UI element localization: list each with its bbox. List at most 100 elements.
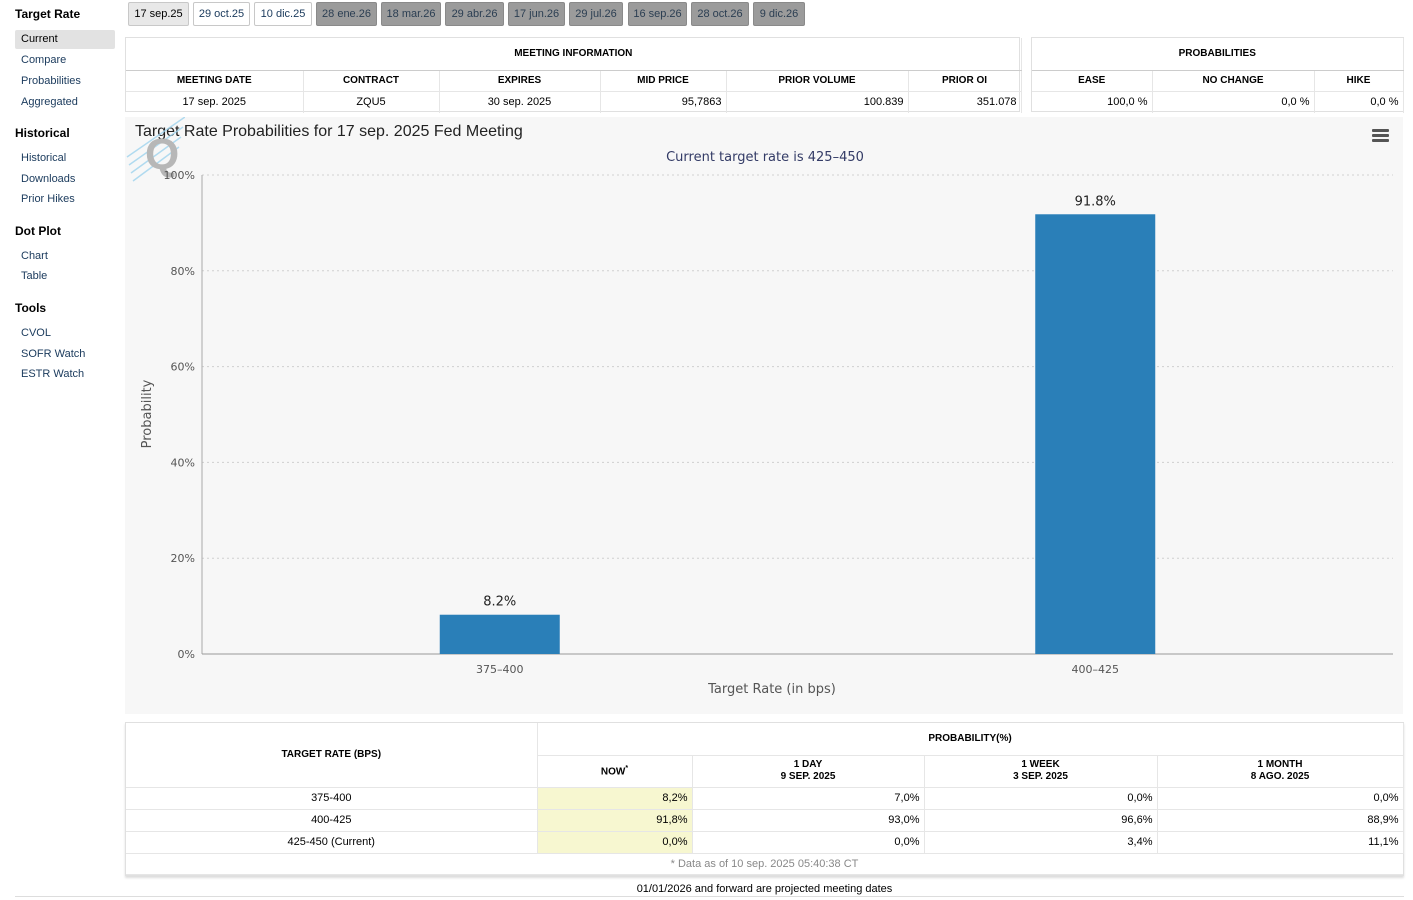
tab-meeting-18-mar-26[interactable]: 18 mar.26	[381, 2, 441, 26]
now-cell: 8,2%	[537, 787, 693, 810]
probability-group-header: PROBABILITY(%)	[537, 723, 1404, 756]
tab-meeting-29-oct-25[interactable]: 29 oct.25	[193, 2, 250, 26]
col-1-day-label: 1 DAY	[793, 759, 823, 770]
col-expires: EXPIRES	[439, 70, 601, 92]
probability-chart: Target Rate Probabilities for 17 sep. 20…	[125, 117, 1403, 714]
sidebar-item-chart[interactable]: Chart	[21, 250, 48, 262]
sidebar-item-aggregated[interactable]: Aggregated	[21, 96, 78, 108]
one-month-cell: 0,0%	[1157, 787, 1404, 810]
sidebar-item-downloads[interactable]: Downloads	[21, 173, 76, 185]
tab-meeting-17-sep-25[interactable]: 17 sep.25	[128, 2, 189, 26]
no-change-value: 0,0 %	[1152, 91, 1315, 113]
tab-meeting-17-jun-26[interactable]: 17 jun.26	[508, 2, 565, 26]
chart-subtitle: Current target rate is 425–450	[666, 150, 864, 165]
one-day-cell: 0,0%	[692, 831, 925, 854]
tab-meeting-29-abr-26[interactable]: 29 abr.26	[445, 2, 504, 26]
meeting-date-value: 17 sep. 2025	[126, 91, 304, 113]
col-1-week-label: 1 WEEK	[1021, 759, 1060, 770]
bar-375–400	[439, 614, 560, 654]
sidebar-heading-tools: Tools	[15, 301, 47, 315]
data-timestamp-note: * Data as of 10 sep. 2025 05:40:38 CT	[126, 853, 1404, 875]
table-row: 400-425 91,8% 93,0% 96,6% 88,9%	[126, 809, 1404, 832]
col-now-footnote-mark: *	[625, 765, 629, 773]
col-target-rate-bps: TARGET RATE (BPS)	[126, 723, 538, 788]
bar-data-label: 91.8%	[1075, 194, 1116, 209]
col-ease: EASE	[1032, 70, 1153, 92]
col-1-week-date: 3 SEP. 2025	[1013, 771, 1068, 782]
tab-meeting-28-oct-26[interactable]: 28 oct.26	[691, 2, 749, 26]
col-1-day: 1 DAY 9 SEP. 2025	[692, 755, 925, 788]
one-month-cell: 11,1%	[1157, 831, 1404, 854]
sidebar-item-prior-hikes[interactable]: Prior Hikes	[21, 193, 75, 205]
probability-history-table: TARGET RATE (BPS) PROBABILITY(%) NOW* 1 …	[125, 722, 1404, 876]
probabilities-panel: PROBABILITIES EASE NO CHANGE HIKE 100,0 …	[1031, 37, 1404, 113]
x-axis-title: Target Rate (in bps)	[707, 682, 836, 697]
one-day-cell: 7,0%	[692, 787, 925, 810]
tab-meeting-16-sep-26[interactable]: 16 sep.26	[628, 2, 687, 26]
y-tick-label: 20%	[171, 552, 195, 565]
probabilities-title: PROBABILITIES	[1032, 38, 1404, 71]
sidebar-item-current[interactable]: Current	[15, 30, 115, 49]
projected-dates-note: 01/01/2026 and forward are projected mee…	[636, 883, 893, 895]
col-contract: CONTRACT	[303, 70, 440, 92]
col-no-change: NO CHANGE	[1152, 70, 1315, 92]
bar-400–425	[1035, 214, 1156, 654]
now-cell: 91,8%	[537, 809, 693, 832]
one-week-cell: 96,6%	[924, 809, 1158, 832]
sidebar-item-cvol[interactable]: CVOL	[21, 327, 51, 339]
table-row: 425-450 (Current) 0,0% 0,0% 3,4% 11,1%	[126, 831, 1404, 854]
quikstrike-logo-icon: Q	[126, 117, 185, 182]
now-cell: 0,0%	[537, 831, 693, 854]
y-tick-label: 0%	[178, 648, 195, 661]
tab-meeting-28-ene-26[interactable]: 28 ene.26	[316, 2, 377, 26]
x-tick-label: 375–400	[476, 663, 524, 676]
expires-value: 30 sep. 2025	[439, 91, 601, 113]
meeting-information-panel: MEETING INFORMATION MEETING DATE CONTRAC…	[125, 37, 1022, 113]
table-row: 375-400 8,2% 7,0% 0,0% 0,0%	[126, 787, 1404, 810]
one-week-cell: 3,4%	[924, 831, 1158, 854]
col-now-label: NOW	[600, 766, 626, 778]
one-week-cell: 0,0%	[924, 787, 1158, 810]
sidebar-item-estr-watch[interactable]: ESTR Watch	[21, 368, 85, 380]
sidebar-heading-historical: Historical	[15, 126, 70, 140]
x-tick-label: 400–425	[1072, 663, 1120, 676]
tab-meeting-29-jul-26[interactable]: 29 jul.26	[569, 2, 623, 26]
col-mid-price: MID PRICE	[600, 70, 727, 92]
tab-meeting-10-dic-25[interactable]: 10 dic.25	[254, 2, 312, 26]
y-tick-label: 80%	[171, 265, 195, 278]
prior-volume-value: 100.839	[726, 91, 909, 113]
target-rate-cell: 375-400	[126, 787, 538, 810]
target-rate-cell: 400-425	[126, 809, 538, 832]
col-now: NOW*	[537, 755, 693, 788]
tab-meeting-9-dic-26[interactable]: 9 dic.26	[753, 2, 805, 26]
one-month-cell: 88,9%	[1157, 809, 1404, 832]
sidebar-heading-dot-plot: Dot Plot	[15, 224, 61, 238]
sidebar-item-probabilities[interactable]: Probabilities	[21, 75, 81, 87]
chart-menu-icon[interactable]	[1372, 129, 1389, 143]
svg-text:Q: Q	[145, 130, 179, 179]
one-day-cell: 93,0%	[692, 809, 925, 832]
y-tick-label: 40%	[171, 456, 195, 469]
footer-divider	[15, 896, 1404, 897]
chart-title: Target Rate Probabilities for 17 sep. 20…	[135, 123, 523, 140]
mid-price-value: 95,7863	[600, 91, 727, 113]
sidebar-item-historical[interactable]: Historical	[21, 152, 67, 164]
y-tick-label: 100%	[164, 169, 195, 182]
contract-value: ZQU5	[303, 91, 440, 113]
meeting-information-title: MEETING INFORMATION	[126, 38, 1022, 71]
col-prior-oi: PRIOR OI	[908, 70, 1022, 92]
hike-value: 0,0 %	[1314, 91, 1404, 113]
target-rate-cell: 425-450 (Current)	[126, 831, 538, 854]
sidebar-item-sofr-watch[interactable]: SOFR Watch	[21, 348, 86, 360]
sidebar-item-table[interactable]: Table	[21, 270, 48, 282]
chart-plot-area: Current target rate is 425–450 0% 20% 40% 6…	[140, 150, 1393, 697]
sidebar-item-compare[interactable]: Compare	[21, 54, 67, 66]
col-1-day-date: 9 SEP. 2025	[780, 771, 836, 782]
prior-oi-value: 351.078	[908, 91, 1022, 113]
sidebar-heading-target-rate: Target Rate	[15, 7, 81, 21]
col-1-week: 1 WEEK 3 SEP. 2025	[924, 755, 1158, 788]
col-prior-volume: PRIOR VOLUME	[726, 70, 909, 92]
y-tick-label: 60%	[171, 361, 195, 374]
col-1-month-label: 1 MONTH	[1257, 759, 1303, 770]
col-meeting-date: MEETING DATE	[126, 70, 304, 92]
